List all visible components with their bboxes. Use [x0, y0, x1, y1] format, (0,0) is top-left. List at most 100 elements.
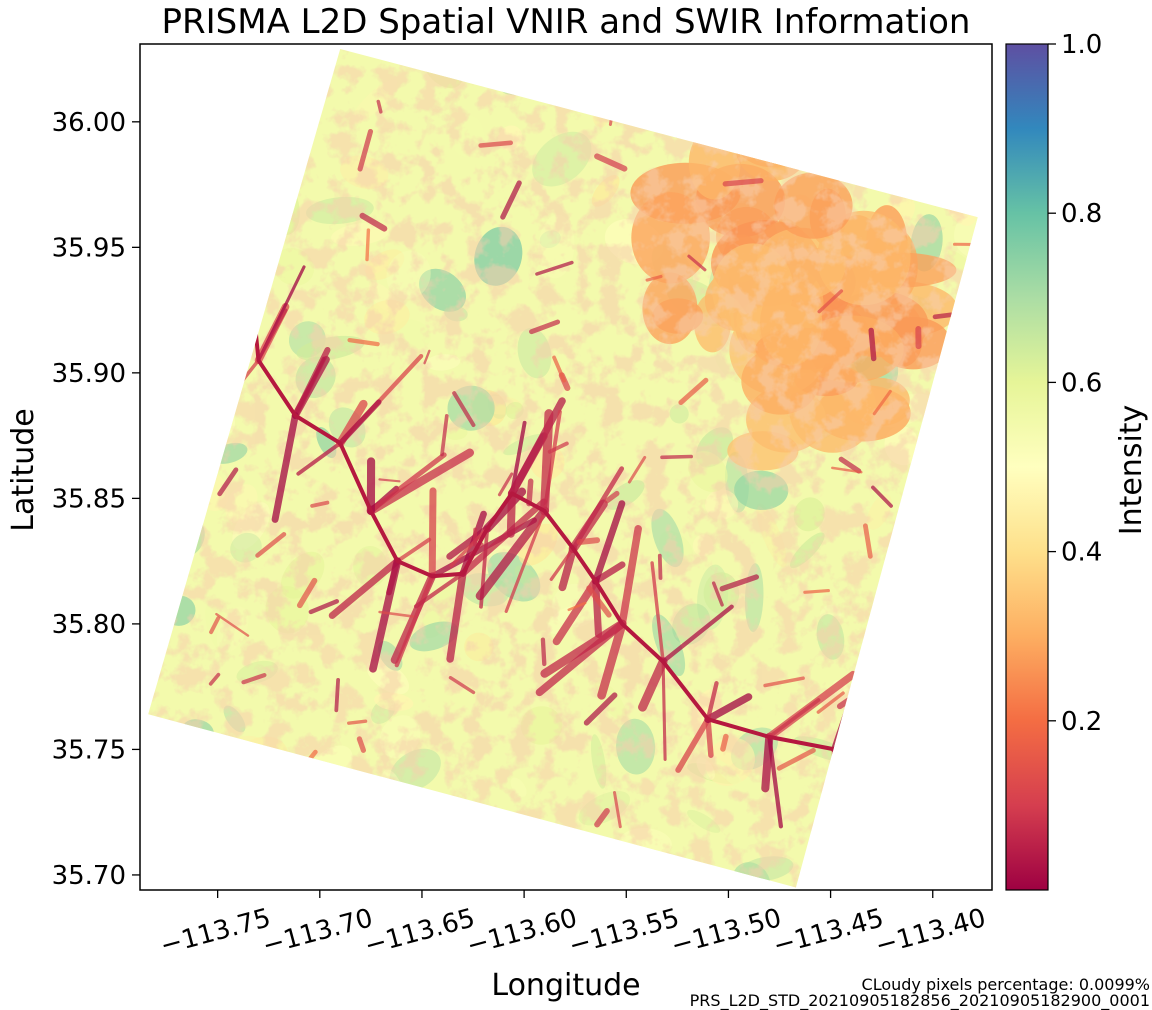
texture-patch	[152, 372, 184, 420]
y-tick-label: 36.00	[52, 108, 126, 138]
ridge-shadow	[957, 881, 964, 889]
texture-patch	[127, 730, 162, 780]
texture-patch	[862, 83, 911, 130]
chart-title: PRISMA L2D Spatial VNIR and SWIR Informa…	[162, 2, 971, 42]
x-tick-label: −113.50	[668, 903, 785, 961]
product-id: PRS_L2D_STD_20210905182856_2021090518290…	[690, 993, 1150, 1009]
texture-patch	[777, 133, 811, 171]
x-tick-label: −113.75	[157, 903, 274, 961]
texture-patch	[888, 736, 920, 764]
ridge-shadow	[529, 481, 531, 503]
texture-patch	[183, 248, 228, 310]
ridge-shadow	[859, 92, 870, 108]
texture-patch	[765, 116, 840, 155]
texture-patch	[539, 846, 600, 887]
x-tick-label: −113.60	[464, 903, 581, 961]
ridge-shadow	[871, 330, 874, 358]
canyon-shadow	[248, 210, 272, 255]
plateau-patch	[718, 112, 807, 148]
canyon-shadow	[835, 749, 837, 865]
texture-patch	[222, 46, 264, 66]
texture-patch	[120, 823, 180, 889]
ridge-shadow	[308, 767, 321, 783]
ridge-shadow	[832, 811, 838, 840]
texture-patch	[883, 674, 924, 736]
ridge-shadow	[912, 176, 944, 195]
ridge-shadow	[908, 662, 943, 672]
texture-patch	[862, 616, 923, 669]
map-scene	[109, 20, 1011, 910]
y-tick-label: 35.80	[52, 610, 126, 640]
ridge-shadow	[152, 128, 186, 148]
x-tick-label: −113.65	[362, 903, 479, 961]
ridge-shadow	[610, 112, 612, 125]
colorbar-label: Intensity	[1114, 405, 1149, 536]
canyon-shadow	[708, 719, 711, 755]
ridge-shadow	[647, 58, 684, 69]
canyon-shadow	[248, 201, 249, 255]
texture-patch	[923, 480, 952, 515]
texture-patch	[784, 48, 830, 103]
ridge-shadow	[367, 230, 368, 260]
canyon-shadow	[248, 152, 255, 255]
colorbar-ticks: 0.20.40.60.81.0	[1048, 30, 1102, 737]
texture-patch	[126, 774, 189, 822]
texture-patch	[738, 103, 777, 129]
canyon-shadow	[545, 414, 549, 511]
texture-patch	[146, 282, 179, 348]
ridge-shadow	[284, 886, 298, 907]
texture-patch	[126, 39, 162, 78]
ridge-shadow	[580, 540, 598, 542]
ridge-shadow	[957, 58, 969, 64]
ridge-shadow	[149, 718, 153, 750]
ridge-shadow	[166, 483, 186, 490]
canyon-shadow	[432, 491, 433, 576]
y-tick-label: 35.95	[52, 233, 126, 263]
texture-patch	[657, 60, 711, 104]
ridge-shadow	[402, 853, 433, 858]
ridge-shadow	[963, 136, 979, 170]
ridge-shadow	[950, 820, 955, 833]
ridge-shadow	[805, 591, 829, 593]
ridge-shadow	[949, 864, 981, 880]
texture-patch	[933, 646, 988, 683]
ridge-shadow	[359, 867, 381, 876]
ridge-shadow	[336, 680, 338, 710]
y-tick-label: 35.70	[52, 861, 126, 891]
y-tick-label: 35.85	[52, 484, 126, 514]
texture-patch	[428, 846, 454, 868]
ridge-shadow	[637, 47, 640, 72]
canyon-shadow	[511, 493, 512, 533]
texture-patch	[674, 75, 733, 116]
texture-patch	[272, 35, 325, 107]
ridge-shadow	[954, 49, 961, 76]
canyon-shadow	[663, 662, 665, 760]
ridge-shadow	[887, 730, 918, 743]
ridge-shadow	[966, 174, 1003, 187]
x-tick-label: −113.70	[259, 903, 376, 961]
texture-patch	[634, 93, 686, 133]
ridge-shadow	[884, 143, 904, 155]
ridge-shadow	[972, 375, 1004, 388]
ridge-shadow	[920, 723, 955, 739]
texture-patch	[881, 632, 916, 695]
texture-patch	[222, 112, 282, 182]
canyon-shadow	[835, 702, 910, 750]
x-axis-label: Longitude	[491, 968, 640, 1003]
texture-patch	[881, 650, 931, 681]
texture-patch	[947, 779, 980, 805]
texture-patch	[149, 233, 203, 281]
texture-patch	[290, 788, 364, 825]
y-axis-label: Latitude	[6, 408, 41, 531]
texture-patch	[891, 79, 967, 141]
ridge-shadow	[186, 153, 203, 179]
ridge-shadow	[141, 276, 158, 283]
texture-patch	[130, 583, 177, 605]
texture-patch	[175, 121, 225, 198]
texture-patch	[731, 58, 784, 126]
texture-patch	[924, 711, 952, 739]
ridge-shadow	[725, 181, 761, 184]
texture-patch	[133, 266, 156, 307]
